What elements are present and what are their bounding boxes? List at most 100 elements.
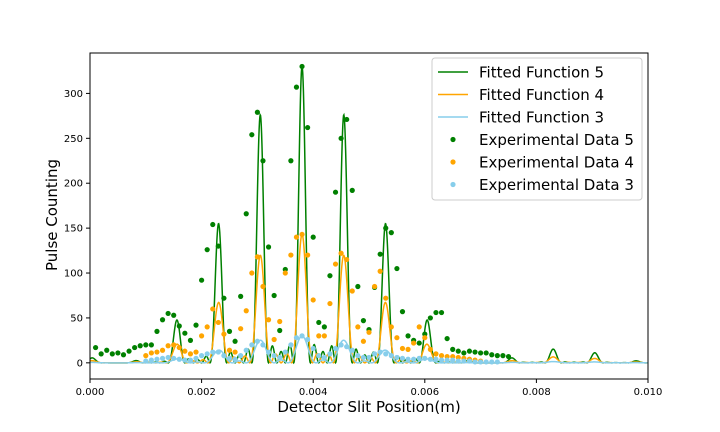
data-point (159, 355, 166, 361)
legend-label: Fitted Function 4 (479, 86, 604, 104)
data-point (265, 349, 272, 355)
data-point (299, 333, 305, 339)
data-point (232, 338, 238, 344)
data-point (483, 359, 489, 365)
legend-marker-swatch (450, 181, 456, 188)
y-tick-label: 0 (77, 358, 83, 369)
data-point (288, 158, 294, 164)
data-point (344, 344, 350, 350)
data-point (277, 327, 283, 334)
data-point (115, 350, 121, 356)
data-point (221, 353, 227, 359)
plot-frame (89, 52, 649, 380)
data-point (260, 283, 266, 290)
y-axis-label: Pulse Counting (43, 159, 61, 271)
data-point (254, 254, 260, 260)
legend-marker-swatch (450, 159, 456, 165)
data-point (271, 353, 277, 359)
data-point (282, 270, 288, 276)
data-point (422, 335, 428, 341)
data-point (360, 338, 367, 344)
data-point (193, 349, 199, 355)
data-point (148, 357, 154, 363)
data-point (483, 350, 489, 356)
data-point (165, 310, 171, 317)
legend-label: Fitted Function 3 (479, 109, 604, 127)
data-point (310, 345, 316, 352)
data-point (254, 338, 260, 344)
data-point (394, 335, 400, 341)
data-point (249, 270, 255, 276)
y-tick-label: 200 (64, 179, 83, 190)
data-point (321, 324, 327, 330)
data-point (338, 135, 344, 141)
data-point (204, 324, 210, 330)
data-point (282, 349, 288, 355)
plot-area (90, 63, 648, 365)
scatter-series-3 (143, 333, 500, 365)
data-point (366, 354, 372, 361)
data-point (349, 347, 355, 353)
data-point (444, 357, 450, 363)
data-point (143, 342, 149, 348)
x-tick-label: 0.004 (299, 387, 328, 398)
data-point (104, 347, 110, 353)
data-point (210, 221, 216, 228)
data-point (388, 353, 394, 359)
data-point (489, 352, 495, 358)
data-point (383, 225, 389, 231)
data-point (176, 344, 182, 351)
data-point (416, 355, 422, 361)
data-point (154, 328, 160, 334)
data-point (249, 132, 255, 138)
data-point (422, 331, 428, 337)
data-point (171, 342, 177, 348)
data-point (271, 292, 277, 299)
data-point (338, 342, 344, 348)
data-point (455, 354, 461, 361)
data-point (226, 347, 233, 353)
data-point (478, 350, 484, 356)
data-point (293, 234, 300, 240)
data-point (154, 356, 160, 362)
data-point (187, 337, 194, 343)
data-point (416, 324, 422, 330)
data-point (411, 356, 417, 362)
data-point (143, 358, 149, 364)
data-point (472, 349, 478, 355)
data-point (154, 349, 160, 355)
data-point (126, 348, 132, 354)
data-point (215, 349, 221, 355)
data-point (193, 322, 199, 328)
data-point (148, 342, 154, 348)
data-point (221, 331, 227, 337)
data-point (327, 300, 333, 307)
data-point (416, 340, 422, 346)
data-point (182, 357, 188, 363)
data-point (360, 318, 367, 324)
data-point (411, 340, 417, 346)
data-point (371, 351, 378, 357)
data-point (394, 354, 400, 361)
data-point (450, 353, 456, 360)
data-point (377, 349, 383, 355)
data-point (450, 346, 456, 352)
data-point (444, 335, 450, 342)
data-point (159, 317, 166, 323)
data-point (383, 351, 389, 357)
x-axis: 0.000 0.002 0.004 0.006 0.008 0.010 (76, 379, 662, 398)
data-point (232, 356, 238, 362)
data-point (332, 261, 339, 267)
data-point (305, 124, 311, 131)
legend-label: Experimental Data 5 (479, 131, 634, 149)
data-point (394, 265, 400, 272)
data-point (489, 359, 495, 365)
data-point (215, 243, 221, 249)
data-point (427, 315, 433, 321)
data-point (299, 63, 305, 70)
data-point (171, 312, 177, 318)
data-point (427, 346, 433, 352)
data-point (377, 251, 383, 257)
data-point (187, 351, 194, 357)
